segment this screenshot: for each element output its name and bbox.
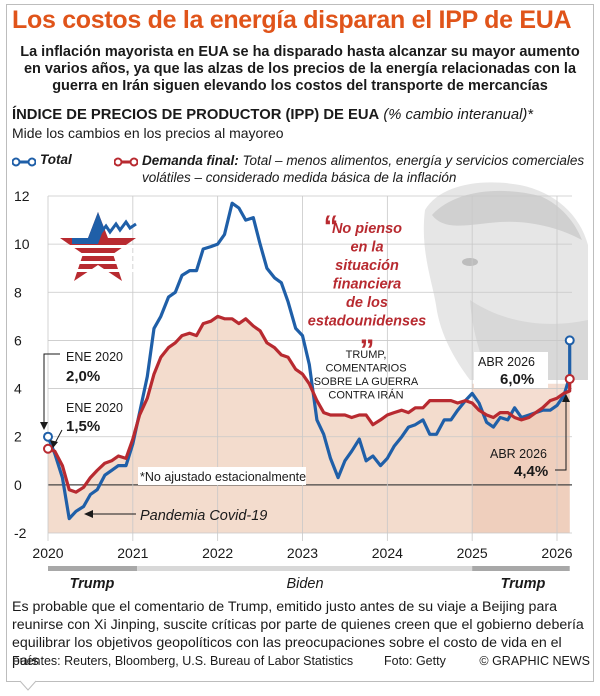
trump-portrait-illustration <box>423 182 588 380</box>
chart-title: ÍNDICE DE PRECIOS DE PRODUCTOR (IPP) DE … <box>12 107 597 123</box>
body-text: Es probable que el comentario de Trump, … <box>12 599 584 669</box>
quote-line: de los <box>346 295 388 311</box>
not-adjusted-note: *No ajustado estacionalmente <box>140 470 306 484</box>
final-end-marker <box>564 373 575 384</box>
y-tick-label: 0 <box>14 477 22 493</box>
total-start-marker <box>43 431 53 442</box>
headline: Los costos de la energía disparan el IPP… <box>12 6 572 34</box>
quote-attribution: CONTRA IRÁN <box>328 389 403 402</box>
apr2026-final-arrow <box>562 394 570 402</box>
jan2020-total-label: ENE 2020 <box>66 350 123 364</box>
apr2026-total-bg <box>474 352 548 388</box>
legend-final-label: Demanda final: <box>142 153 239 168</box>
legend-total-swatch <box>12 157 36 167</box>
apr2026-final-value: 4,4% <box>514 463 548 480</box>
jan2020-final-value: 1,5% <box>66 418 100 435</box>
chart-annotations: ENE 2020 2,0% ENE 2020 1,5% *No ajustado est… <box>40 210 570 592</box>
chart-gridlines <box>47 195 572 541</box>
footer-sources: Fuentes: Reuters, Bloomberg, U.S. Bureau… <box>12 654 354 668</box>
x-tick-label: 2026 <box>541 545 572 561</box>
legend-total-label: Total <box>40 152 72 167</box>
x-tick-label: 2022 <box>202 545 233 561</box>
total-end-marker <box>564 335 575 346</box>
final-start-marker <box>43 443 53 454</box>
apr2026-final-label: ABR 2026 <box>490 447 547 461</box>
apr2026-total-value: 6,0% <box>500 371 534 388</box>
not-adjusted-bg <box>138 467 306 485</box>
quote-attribution: COMENTARIOS <box>325 363 406 375</box>
y-tick-label: 10 <box>14 236 30 252</box>
graphic-frame <box>6 4 594 682</box>
chart-title-main: ÍNDICE DE PRECIOS DE PRODUCTOR (IPP) DE … <box>12 107 380 123</box>
legend-final-swatch <box>114 157 138 167</box>
term-bar-biden <box>137 566 473 571</box>
jan2020-total-value: 2,0% <box>66 368 100 385</box>
covid-label: Pandemia Covid-19 <box>140 508 267 524</box>
y-tick-label: 4 <box>14 381 22 397</box>
legend-final-text: Demanda final: Total – menos alimentos, … <box>142 152 592 186</box>
term-bar-trump-2 <box>472 566 570 571</box>
jan2020-final-label: ENE 2020 <box>66 401 123 415</box>
footer-publisher-credit: © GRAPHIC NEWS <box>479 654 590 668</box>
term-label-trump-1: Trump <box>70 576 115 592</box>
apr2026-final-leader <box>555 396 567 471</box>
quote-line: en la <box>350 240 383 256</box>
final-demand-series-line <box>47 314 572 494</box>
y-tick-label: 8 <box>14 284 22 300</box>
legend-final-desc: Total – menos alimentos, energía y servi… <box>142 153 585 185</box>
x-tick-label: 2021 <box>117 545 148 561</box>
x-tick-label: 2023 <box>287 545 318 561</box>
term-label-trump-2: Trump <box>501 576 546 592</box>
chart-title-suffix: (% cambio interanual)* <box>383 107 534 123</box>
x-tick-label: 2024 <box>372 545 403 561</box>
subhead: La inflación mayorista en EUA se ha disp… <box>20 44 580 94</box>
apr2026-total-label: ABR 2026 <box>478 355 535 369</box>
covid-arrow <box>84 510 93 518</box>
chart-axes: -2 0 2 4 6 8 10 12 2020 2021 2022 2023 2024 2025 2026 <box>14 188 573 561</box>
jan2020-total-arrow <box>40 422 48 430</box>
y-tick-label: 2 <box>14 429 22 445</box>
quote-attribution: SOBRE LA GUERRA <box>314 376 419 388</box>
us-flag-star-icon <box>58 212 138 281</box>
quote-attribution: TRUMP, <box>346 349 387 361</box>
jan2020-final-arrow <box>50 440 58 448</box>
quote-line: situación <box>335 258 399 274</box>
quote-line: estadounidenses <box>308 314 426 330</box>
term-bar-trump-1 <box>48 566 138 571</box>
quote-open-mark: “ <box>324 210 339 243</box>
quote-line: No pienso <box>332 221 402 237</box>
chart-subtitle: Mide los cambios en los precios al mayor… <box>12 125 284 141</box>
y-tick-label: 6 <box>14 332 22 348</box>
x-tick-label: 2025 <box>457 545 488 561</box>
quote-line: financiera <box>333 277 402 293</box>
jan2020-total-leader <box>43 353 60 428</box>
y-tick-label: 12 <box>14 188 30 204</box>
footer-photo-credit: Foto: Getty <box>384 654 446 668</box>
quote-close-mark: ” <box>360 334 375 367</box>
y-tick-label: -2 <box>14 525 27 541</box>
chart-series <box>43 201 575 521</box>
term-label-biden: Biden <box>286 576 323 592</box>
x-tick-label: 2020 <box>32 545 63 561</box>
